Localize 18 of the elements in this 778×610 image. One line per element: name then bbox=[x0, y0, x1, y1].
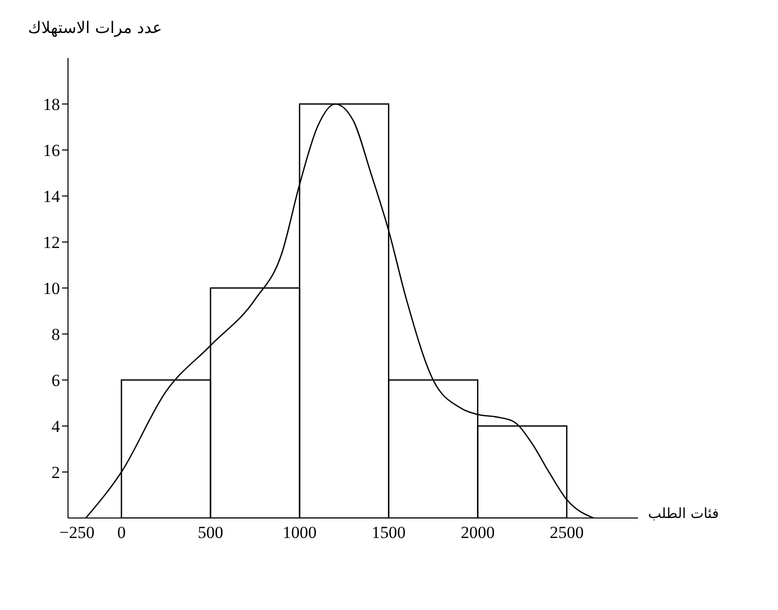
y-tick-label: 2 bbox=[52, 463, 60, 482]
x-tick-label: 500 bbox=[198, 523, 224, 542]
y-tick-label: 4 bbox=[52, 417, 60, 436]
y-axis-title: عدد مرات الاستهلاك bbox=[28, 18, 162, 37]
y-tick-label: 16 bbox=[43, 141, 60, 160]
y-tick-label: 12 bbox=[43, 233, 60, 252]
x-axis-title: فئات الطلب bbox=[648, 506, 719, 522]
y-tick-label: 10 bbox=[43, 279, 60, 298]
x-tick-label: 2500 bbox=[550, 523, 584, 542]
x-tick-label: 1500 bbox=[372, 523, 406, 542]
x-tick-label: 0 bbox=[117, 523, 126, 542]
x-tick-label: 2000 bbox=[460, 523, 495, 542]
y-tick-label: 18 bbox=[43, 95, 60, 114]
y-tick-label: 14 bbox=[43, 187, 60, 206]
x-tick-label: −250 bbox=[59, 523, 94, 542]
x-tick-label: 1000 bbox=[282, 523, 317, 542]
y-tick-label: 6 bbox=[52, 371, 60, 390]
y-tick-label: 8 bbox=[52, 325, 60, 344]
